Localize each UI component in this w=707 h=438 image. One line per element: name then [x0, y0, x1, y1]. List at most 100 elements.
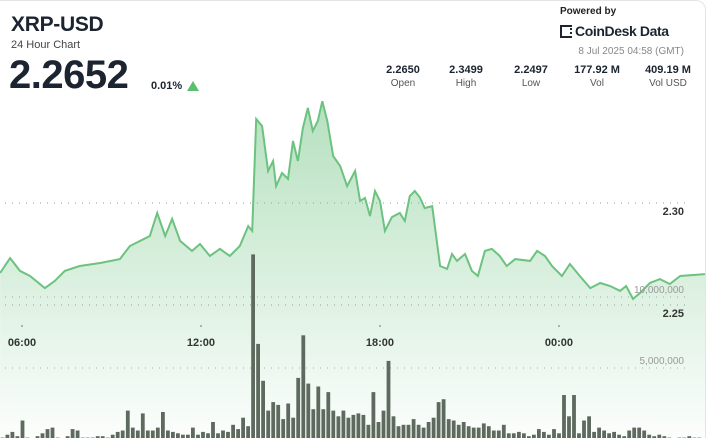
volume-bar: [366, 424, 371, 438]
volume-bar: [466, 426, 471, 438]
volume-bar: [221, 430, 225, 438]
volume-bar: [216, 433, 220, 438]
stat-label: Vol USD: [649, 78, 687, 89]
volume-bar: [481, 423, 486, 438]
volume-bar: [346, 417, 351, 438]
volume-bar: [582, 420, 586, 438]
volume-bar: [241, 417, 245, 438]
x-tick-label: 18:00: [366, 337, 394, 349]
x-tick-label: 00:00: [545, 337, 573, 349]
volume-bar: [612, 431, 616, 438]
volume-bar: [336, 416, 341, 438]
volume-bar: [286, 403, 291, 438]
volume-bar: [130, 427, 135, 438]
stat-vol-usd: 409.19 M Vol USD: [638, 64, 698, 89]
volume-bar: [517, 431, 521, 438]
coindesk-logo[interactable]: CoinDesk Data: [560, 23, 669, 39]
volume-bar: [276, 404, 281, 438]
volume-bar: [356, 413, 361, 438]
powered-by-label: Powered by: [560, 6, 617, 17]
volume-bar: [110, 434, 115, 438]
volume-tick-label: 10,000,000: [634, 285, 684, 296]
volume-bar: [140, 413, 145, 438]
volume-bar: [461, 422, 466, 438]
stat-label: Open: [390, 78, 416, 89]
volume-bar: [602, 430, 606, 438]
chart-subtitle: 24 Hour Chart: [11, 39, 81, 51]
volume-bar: [186, 434, 190, 438]
volume-bar: [70, 429, 75, 438]
volume-bar: [155, 427, 160, 438]
volume-bar: [321, 409, 326, 438]
volume-bar: [486, 426, 491, 438]
volume-bar: [396, 426, 401, 438]
volume-bar: [266, 410, 271, 438]
stat-value: 2.3499: [449, 64, 483, 76]
symbol-title: XRP-USD: [11, 13, 104, 36]
volume-bar: [361, 414, 366, 438]
volume-bar: [622, 436, 627, 438]
volume-bar: [171, 431, 175, 438]
stat-low: 2.2497 Low: [501, 64, 561, 89]
volume-bar: [632, 427, 637, 438]
volume-bar: [577, 433, 581, 438]
volume-bar: [251, 254, 255, 438]
volume-bar: [351, 414, 356, 438]
volume-bar: [662, 436, 667, 438]
volume-bar: [296, 377, 301, 438]
volume-bar: [652, 436, 657, 438]
volume-bar: [416, 424, 421, 438]
volume-bar: [211, 422, 215, 438]
volume-bar: [120, 430, 125, 438]
volume-bar: [587, 416, 591, 438]
volume-bar: [20, 420, 25, 438]
price-area: [0, 101, 705, 438]
volume-bar: [406, 424, 411, 438]
volume-bar: [256, 343, 260, 438]
volume-bar: [567, 416, 571, 438]
volume-bar: [201, 431, 205, 438]
volume-bar: [316, 386, 321, 438]
volume-bar: [371, 392, 376, 438]
volume-bar: [40, 433, 45, 438]
volume-bar: [65, 436, 70, 438]
volume-bar: [426, 422, 431, 438]
price-tick-label: 2.25: [663, 308, 684, 320]
volume-bar: [45, 429, 50, 438]
volume-bar: [542, 431, 546, 438]
volume-bar: [386, 360, 391, 438]
volume-bar: [451, 420, 456, 438]
volume-bar: [135, 430, 140, 438]
volume-bar: [166, 430, 170, 438]
price-tick-label: 2.30: [663, 206, 684, 218]
volume-bar: [331, 410, 336, 438]
volume-bar: [311, 409, 316, 438]
volume-tick-label: 5,000,000: [640, 356, 685, 367]
volume-bar: [301, 335, 306, 438]
volume-bar: [341, 410, 346, 438]
volume-bar: [376, 422, 381, 438]
volume-bar: [15, 436, 20, 438]
volume-bar: [647, 434, 652, 438]
volume-bar: [496, 430, 501, 438]
x-tick-label: 06:00: [8, 337, 36, 349]
volume-bar: [411, 419, 416, 438]
volume-bar: [75, 430, 80, 438]
volume-bar: [687, 436, 692, 438]
volume-bar: [291, 417, 296, 438]
volume-bar: [100, 436, 105, 438]
volume-bar: [562, 395, 566, 438]
volume-bar: [552, 429, 556, 438]
volume-bar: [10, 431, 15, 438]
volume-bar: [125, 410, 130, 438]
stat-value: 2.2650: [386, 64, 420, 76]
volume-bar: [196, 434, 200, 438]
stat-label: Vol: [590, 78, 604, 89]
volume-bar: [421, 427, 426, 438]
brand-name: CoinDesk Data: [575, 23, 669, 39]
volume-bar: [50, 427, 55, 438]
stat-label: Low: [521, 78, 541, 89]
volume-bar: [597, 427, 601, 438]
